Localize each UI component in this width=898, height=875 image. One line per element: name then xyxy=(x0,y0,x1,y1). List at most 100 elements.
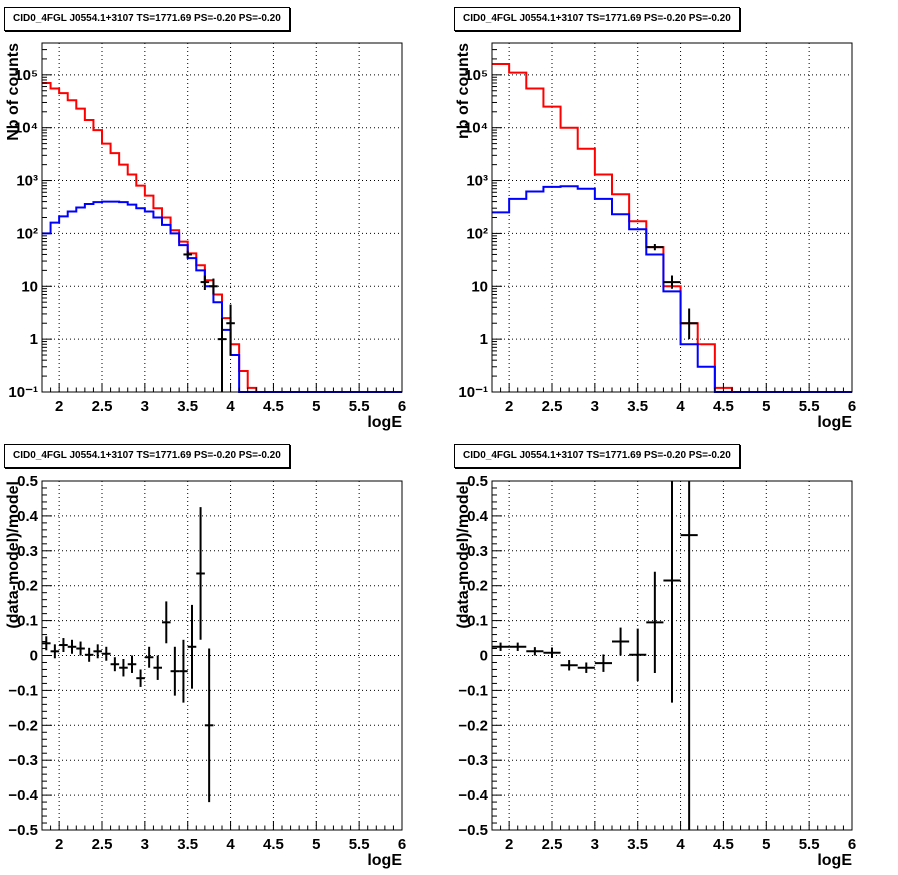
y-tick-label: 10⁻¹ xyxy=(458,384,488,401)
y-tick-label: −0.5 xyxy=(458,822,488,839)
y-tick-label: 10⁴ xyxy=(464,120,488,137)
y-tick-label: 1 xyxy=(30,331,38,348)
title-bottom-right: CID0_4FGL J0554.1+3107 TS=1771.69 PS=-0.… xyxy=(454,444,740,468)
y-tick-label: 10⁴ xyxy=(14,120,38,137)
data-point xyxy=(577,662,595,673)
y-axis-label: (data-model)/model xyxy=(455,481,472,629)
data-point xyxy=(492,642,510,651)
x-tick-label: 2.5 xyxy=(542,836,563,853)
x-tick-label: 6 xyxy=(398,836,406,853)
x-tick-label: 5.5 xyxy=(799,836,820,853)
y-tick-label: 0.4 xyxy=(17,508,39,525)
data-point xyxy=(50,644,60,659)
y-axis-label: nb of counts xyxy=(455,43,472,139)
y-tick-label: 0.2 xyxy=(467,578,488,595)
x-tick-label: 3.5 xyxy=(177,836,198,853)
x-tick-label: 5 xyxy=(762,398,770,415)
y-tick-label: 10⁻¹ xyxy=(8,384,38,401)
data-point xyxy=(136,669,145,687)
x-axis-label: logE xyxy=(817,852,852,869)
x-tick-label: 3.5 xyxy=(627,398,648,415)
data-point xyxy=(170,646,180,696)
x-tick-label: 6 xyxy=(848,398,856,415)
x-tick-label: 6 xyxy=(848,836,856,853)
x-tick-label: 4.5 xyxy=(263,398,284,415)
x-axis-label: logE xyxy=(367,414,402,431)
x-tick-label: 4 xyxy=(676,836,685,853)
data-point xyxy=(200,275,210,291)
y-tick-label: 10⁵ xyxy=(14,67,38,84)
y-tick-label: 0.5 xyxy=(17,473,38,490)
y-tick-label: −0.1 xyxy=(458,682,488,699)
x-tick-label: 5 xyxy=(762,836,770,853)
title-bottom-left: CID0_4FGL J0554.1+3107 TS=1771.69 PS=-0.… xyxy=(4,444,290,468)
data-point xyxy=(226,304,235,356)
plot-br: 2 2.5 3 3.5 4 4.5 5 5.5 6 −0.5 −0.4 −0.3 −0.2 −0.1 0 0.… xyxy=(455,473,856,869)
y-tick-label: 10² xyxy=(466,225,488,242)
x-tick-label: 2.5 xyxy=(92,398,113,415)
data-point xyxy=(93,644,102,659)
x-tick-label: 2 xyxy=(505,836,513,853)
title-top-right: CID0_4FGL J0554.1+3107 TS=1771.69 PS=-0.… xyxy=(454,7,740,31)
plot-bl: 2 2.5 3 3.5 4 4.5 5 5.5 6 −0.5 −0.4 −0.3 −0.2 −0.1 0 0.… xyxy=(5,473,406,869)
y-tick-label: 0.1 xyxy=(17,613,38,630)
data-point xyxy=(680,308,698,340)
x-tick-label: 4 xyxy=(226,836,235,853)
x-tick-label: 3 xyxy=(591,836,599,853)
x-tick-label: 4 xyxy=(226,398,235,415)
x-tick-label: 3 xyxy=(141,398,149,415)
x-tick-label: 2.5 xyxy=(92,836,113,853)
data-point xyxy=(153,655,162,680)
x-tick-label: 4.5 xyxy=(713,398,734,415)
x-tick-label: 5 xyxy=(312,398,320,415)
y-tick-label: 0.4 xyxy=(467,508,489,525)
x-tick-label: 3.5 xyxy=(627,836,648,853)
x-tick-label: 5.5 xyxy=(799,398,820,415)
y-tick-label: 0 xyxy=(30,648,38,665)
y-tick-label: −0.2 xyxy=(458,717,488,734)
data-point xyxy=(594,654,612,672)
data-point xyxy=(119,658,128,677)
y-tick-label: −0.4 xyxy=(458,787,488,804)
x-tick-label: 3 xyxy=(141,836,149,853)
x-tick-label: 6 xyxy=(398,398,406,415)
x-tick-label: 2 xyxy=(55,398,63,415)
data-point xyxy=(680,481,698,830)
data-point xyxy=(646,571,664,673)
x-tick-label: 3 xyxy=(591,398,599,415)
y-tick-label: −0.1 xyxy=(8,682,38,699)
plot-tl: 2 2.5 3 3.5 4 4.5 5 5.5 6 10⁻¹ 1 10 10² 10³ 10⁴ 10⁵ logE… xyxy=(5,42,406,431)
title-top-left: CID0_4FGL J0554.1+3107 TS=1771.69 PS=-0.… xyxy=(4,7,290,31)
y-tick-label: 10⁵ xyxy=(464,67,488,84)
y-tick-label: 0.1 xyxy=(467,613,488,630)
x-tick-label: 2 xyxy=(505,398,513,415)
x-tick-label: 4.5 xyxy=(713,836,734,853)
x-tick-label: 2 xyxy=(55,836,63,853)
data-point xyxy=(42,636,51,651)
data-point xyxy=(663,481,681,703)
data-point xyxy=(612,627,630,656)
y-tick-label: 10 xyxy=(471,278,488,295)
data-point xyxy=(110,657,120,672)
data-point xyxy=(187,604,197,689)
data-point xyxy=(663,275,681,289)
y-tick-label: −0.4 xyxy=(8,787,38,804)
x-tick-label: 4.5 xyxy=(263,836,284,853)
data-point xyxy=(526,647,544,656)
data-point xyxy=(217,318,227,392)
y-axis-label: Nb of counts xyxy=(5,43,22,141)
y-tick-label: 0.3 xyxy=(17,543,38,560)
data-point xyxy=(84,647,94,662)
data-point xyxy=(144,646,154,668)
histogram-series-1 xyxy=(492,185,852,393)
y-tick-label: 0.2 xyxy=(17,578,38,595)
y-tick-label: −0.5 xyxy=(8,822,38,839)
data-point xyxy=(560,660,578,671)
histogram-series-0 xyxy=(492,63,852,393)
data-point xyxy=(179,639,188,703)
data-point xyxy=(67,639,77,654)
x-tick-label: 5 xyxy=(312,836,320,853)
data-point xyxy=(102,646,111,661)
data-point xyxy=(543,647,561,658)
